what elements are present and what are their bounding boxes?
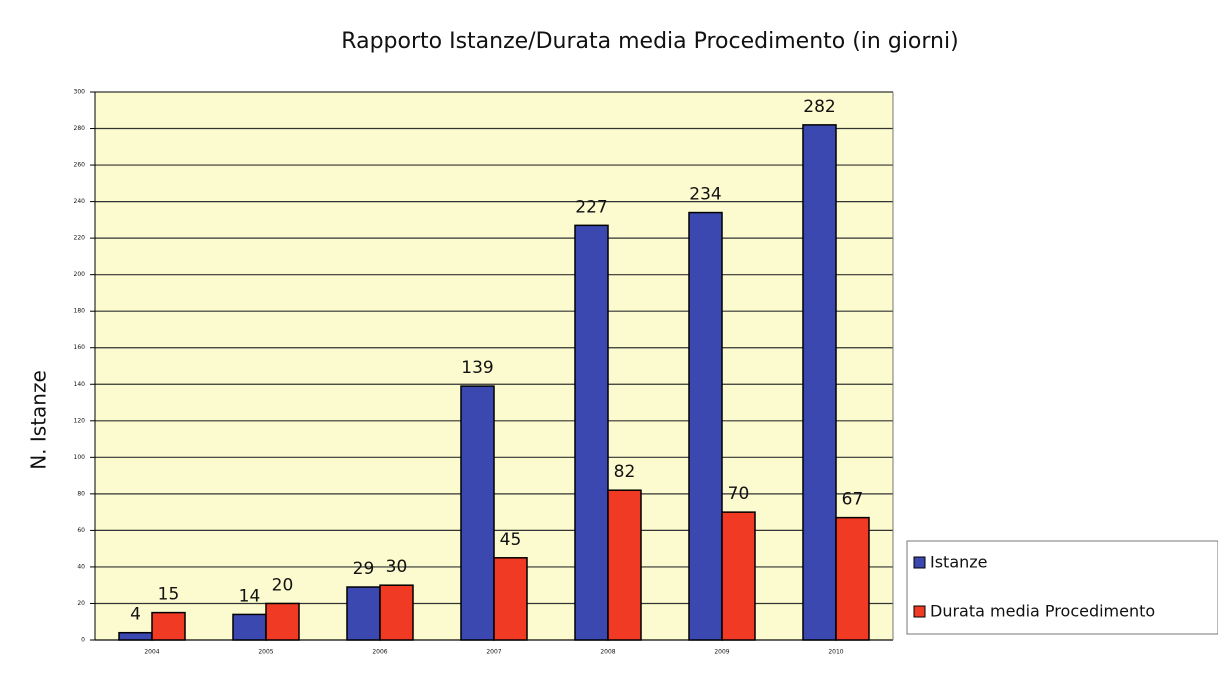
- y-tick-label: 60: [77, 527, 85, 534]
- bar: [379, 584, 414, 641]
- y-tick-label: 180: [74, 308, 86, 315]
- data-label: 70: [728, 484, 750, 504]
- y-tick-label: 260: [74, 162, 86, 169]
- x-tick-label: 2008: [600, 649, 615, 656]
- bar: [460, 385, 495, 641]
- bar: [835, 516, 870, 641]
- chart-title: Rapporto Istanze/Durata media Procedimen…: [341, 29, 958, 54]
- data-label: 67: [842, 490, 864, 510]
- data-label: 45: [500, 530, 522, 550]
- y-tick-label: 40: [77, 563, 85, 570]
- data-label: 234: [689, 185, 721, 205]
- data-label: 4: [130, 605, 141, 625]
- data-label: 227: [575, 197, 607, 217]
- data-label: 139: [461, 358, 493, 378]
- y-tick-label: 20: [77, 600, 85, 607]
- bar: [118, 631, 153, 641]
- data-label: 30: [386, 557, 408, 577]
- y-axis-label: N. Istanze: [27, 370, 51, 470]
- bar: [802, 124, 837, 641]
- data-label: 29: [353, 559, 375, 579]
- y-tick-label: 100: [74, 454, 86, 461]
- y-tick-label: 280: [74, 125, 86, 132]
- data-label: 20: [272, 575, 294, 595]
- x-tick-label: 2005: [258, 649, 273, 656]
- data-label: 14: [239, 586, 261, 606]
- legend-swatch: [913, 556, 926, 569]
- legend-label: Durata media Procedimento: [930, 602, 1155, 621]
- bar: [721, 511, 756, 641]
- legend: [906, 540, 1218, 635]
- y-tick-label: 220: [74, 235, 86, 242]
- legend-label: Istanze: [930, 553, 988, 572]
- bar: [265, 602, 300, 641]
- bar: [574, 224, 609, 641]
- y-tick-label: 120: [74, 417, 86, 424]
- data-label: 282: [803, 97, 835, 117]
- bar: [688, 211, 723, 641]
- x-tick-label: 2004: [144, 649, 159, 656]
- bar: [232, 613, 267, 641]
- bar: [151, 611, 186, 641]
- x-tick-label: 2007: [486, 649, 501, 656]
- y-tick-label: 140: [74, 381, 86, 388]
- x-tick-label: 2006: [372, 649, 387, 656]
- y-tick-label: 0: [81, 637, 85, 644]
- y-tick-label: 200: [74, 271, 86, 278]
- y-tick-label: 240: [74, 198, 86, 205]
- y-tick-label: 80: [77, 490, 85, 497]
- data-label: 82: [614, 462, 636, 482]
- data-label: 15: [158, 585, 180, 605]
- bar: [607, 489, 642, 641]
- x-tick-label: 2009: [714, 649, 729, 656]
- y-tick-label: 300: [74, 89, 86, 96]
- bar: [346, 586, 381, 641]
- x-tick-label: 2010: [828, 649, 843, 656]
- legend-swatch: [913, 605, 926, 618]
- y-tick-label: 160: [74, 344, 86, 351]
- bar: [493, 557, 528, 641]
